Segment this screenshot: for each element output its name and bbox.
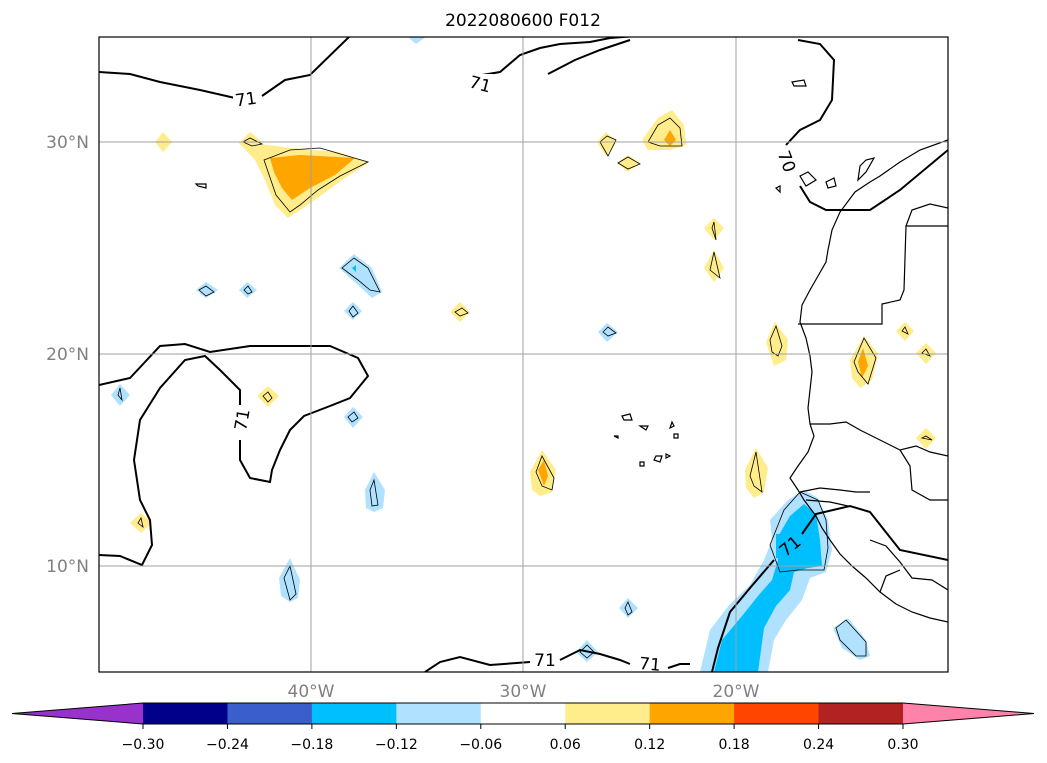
lat-label-20n: 20°N [46,345,89,365]
contour-label-71-c: 71 [231,407,254,432]
colorbar-segment [227,703,313,724]
lon-label-40w: 40°W [288,682,335,702]
gridlines [99,37,948,672]
map-frame [98,36,949,673]
colorbar-extend-high [903,703,1034,724]
map-area: 71 71 70 71 71 71 71 [99,37,948,676]
colorbar-tick-label: −0.30 [122,737,165,753]
map-title: 2022080600 F012 [445,11,601,31]
lat-label-10n: 10°N [46,557,89,577]
coastlines [194,79,948,623]
lon-label-30w: 30°W [500,682,547,702]
colorbar-tick-label: −0.18 [290,737,333,753]
colorbar-tick-label: 0.18 [719,737,750,753]
colorbar-segment [311,703,397,724]
colorbar-segment [649,703,735,724]
colorbar: −0.30 −0.24 −0.18 −0.12 −0.06 0.06 0.12 0.18 0.2… [11,702,1035,753]
contour-labels: 71 71 70 71 71 71 71 [231,73,805,676]
lat-label-30n: 30°N [46,133,89,153]
contour-label-71-d: 71 [534,651,556,671]
colorbar-tick-label: 0.24 [803,737,834,753]
lat-tick-labels: 30°N 20°N 10°N [46,133,89,577]
contour-label-71-e: 71 [638,654,661,676]
colorbar-extend-low [12,703,143,724]
colorbar-segment [143,703,228,724]
colorbar-tick-label: −0.12 [375,737,418,753]
colorbar-segment [734,703,820,724]
anomaly-contours [117,117,933,659]
lon-tick-labels: 40°W 30°W 20°W [288,682,760,702]
height-contours [99,37,948,672]
colorbar-tick-label: −0.06 [459,737,502,753]
colorbar-tick-label: 0.06 [550,737,581,753]
contour-label-71-a: 71 [234,89,258,112]
colorbar-segment [480,703,566,724]
colorbar-segment [396,703,482,724]
colorbar-segment [818,703,904,724]
colorbar-tick-label: −0.24 [206,737,249,753]
colorbar-tick-label: 0.30 [887,737,918,753]
colorbar-tick-label: 0.12 [634,737,665,753]
lon-label-20w: 20°W [713,682,760,702]
colorbar-segment [565,703,651,724]
